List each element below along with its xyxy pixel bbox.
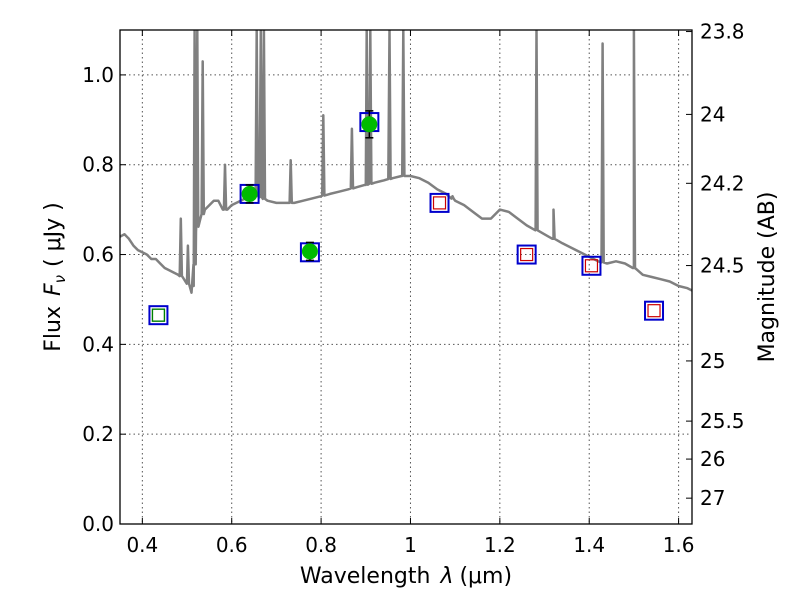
- x-tick-label: 0.8: [305, 533, 337, 557]
- x-tick-label: 0.6: [216, 533, 248, 557]
- magnitude-tick-label: 24: [700, 102, 725, 126]
- grid-lines: [120, 30, 692, 525]
- upper-limit-inner-box: [520, 247, 534, 262]
- magnitude-tick-label: 24.2: [700, 171, 745, 195]
- x-tick-label: 1.2: [484, 533, 516, 557]
- model-photometry-box: [516, 244, 537, 265]
- model-photometry-box: [429, 192, 450, 213]
- y-tick-label: 1.0: [82, 63, 114, 87]
- observed-flux-point: [361, 116, 378, 133]
- y-tick-label: 0.6: [82, 243, 114, 267]
- observed-flux-point: [241, 185, 258, 202]
- magnitude-tick-label: 27: [700, 486, 725, 510]
- plot-frame: [119, 29, 693, 525]
- photometry-inner-box: [151, 308, 166, 322]
- y-tick-label: 0.0: [82, 512, 114, 536]
- x-tick-label: 0.4: [126, 533, 158, 557]
- model-photometry-box: [148, 305, 169, 326]
- magnitude-axis-label: Magnitude (AB): [755, 192, 780, 363]
- plot-data: [120, 30, 692, 326]
- model-photometry-box: [644, 300, 665, 321]
- model-photometry-box: [581, 255, 602, 276]
- y-tick-label: 0.4: [82, 332, 114, 356]
- magnitude-tick-label: 23.8: [700, 20, 745, 44]
- x-axis-label: Wavelength λ (μm): [300, 564, 512, 589]
- upper-limit-inner-box: [584, 259, 599, 273]
- axis-ticks: 0.4 0.6 0.8 1 1.2 1.4 1.6 0.0 0.2 0.4 0.6 0.8 1.0 23.…: [82, 20, 744, 557]
- x-tick-label: 1.4: [573, 533, 605, 557]
- upper-limit-inner-box: [647, 304, 661, 318]
- x-tick-label: 1.6: [663, 533, 695, 557]
- magnitude-tick-label: 25.5: [700, 409, 745, 433]
- magnitude-tick-label: 24.5: [700, 254, 745, 278]
- upper-limit-inner-box: [432, 196, 447, 210]
- magnitude-tick-label: 26: [700, 447, 725, 471]
- y-axis-label: FluxFν( μJy ): [41, 202, 69, 351]
- model-spectrum-line: [120, 30, 692, 294]
- y-tick-label: 0.8: [82, 153, 114, 177]
- y-tick-label: 0.2: [82, 422, 114, 446]
- plot-area: [120, 30, 692, 326]
- x-tick-label: 1: [404, 533, 417, 557]
- observed-flux-point: [301, 243, 318, 260]
- magnitude-tick-label: 25: [700, 349, 725, 373]
